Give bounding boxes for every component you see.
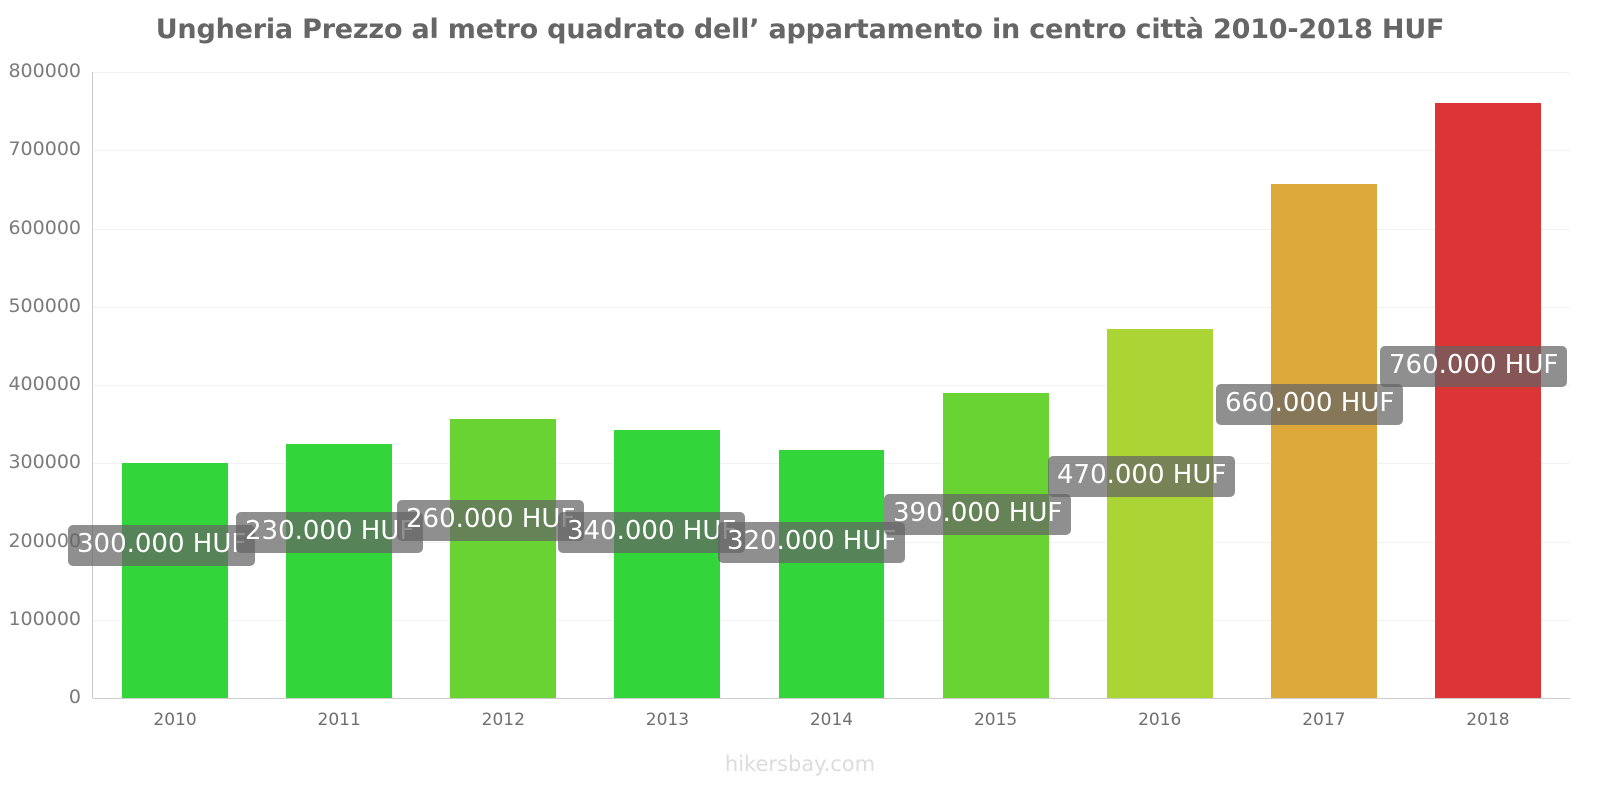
bar-2014[interactable] bbox=[778, 449, 885, 698]
x-axis-tick-label: 2012 bbox=[481, 710, 525, 730]
y-axis-tick-label: 600000 bbox=[8, 216, 81, 239]
data-label-2010: 300.000 HUF bbox=[68, 525, 256, 567]
gridline bbox=[93, 150, 1570, 151]
y-axis-tick-label: 200000 bbox=[8, 529, 81, 552]
plot-area bbox=[93, 72, 1570, 698]
y-axis-tick-label: 500000 bbox=[8, 294, 81, 317]
bar-2015[interactable] bbox=[942, 392, 1049, 698]
data-label-2015: 390.000 HUF bbox=[884, 494, 1072, 536]
y-axis-tick-label: 800000 bbox=[8, 60, 81, 82]
bar-2010[interactable] bbox=[122, 463, 228, 698]
bar-2018[interactable] bbox=[1435, 103, 1541, 698]
data-label-2014: 320.000 HUF bbox=[718, 522, 906, 564]
y-axis-tick-label: 0 bbox=[68, 686, 81, 708]
bar-2016[interactable] bbox=[1106, 328, 1213, 698]
x-axis-tick-label: 2010 bbox=[153, 710, 197, 730]
bar-2011[interactable] bbox=[286, 443, 393, 698]
bar-2013[interactable] bbox=[614, 430, 721, 698]
y-axis-tick-label: 400000 bbox=[8, 373, 81, 395]
x-axis-tick-label: 2011 bbox=[317, 710, 361, 730]
gridline bbox=[93, 72, 1570, 73]
gridline bbox=[93, 229, 1570, 230]
x-axis-tick-label: 2018 bbox=[1466, 710, 1510, 730]
data-label-2011: 230.000 HUF bbox=[236, 512, 424, 554]
gridline bbox=[93, 385, 1570, 386]
x-axis-tick-label: 2014 bbox=[809, 710, 854, 730]
x-axis-line bbox=[93, 698, 1570, 699]
x-axis-tick-label: 2016 bbox=[1138, 710, 1182, 730]
y-axis-tick-label: 700000 bbox=[8, 138, 81, 161]
page-title: Ungheria Prezzo al metro quadrato dell’ … bbox=[155, 14, 1445, 45]
data-label-2017: 660.000 HUF bbox=[1216, 384, 1404, 426]
y-axis-line bbox=[92, 72, 93, 698]
x-axis-tick-label: 2017 bbox=[1302, 710, 1346, 730]
data-label-2012: 260.000 HUF bbox=[397, 500, 585, 542]
data-label-2018: 760.000 HUF bbox=[1380, 346, 1568, 388]
y-axis-tick-label: 100000 bbox=[8, 607, 81, 630]
y-axis-tick-label: 300000 bbox=[8, 451, 81, 474]
x-axis-tick-label: 2013 bbox=[645, 710, 690, 730]
credit-watermark: hikersbay.com bbox=[724, 752, 876, 776]
gridline bbox=[93, 307, 1570, 308]
bar-2012[interactable] bbox=[450, 418, 557, 698]
data-label-2013: 340.000 HUF bbox=[558, 512, 746, 554]
data-label-2016: 470.000 HUF bbox=[1048, 456, 1236, 498]
x-axis-tick-label: 2015 bbox=[973, 710, 1018, 730]
bar-2017[interactable] bbox=[1270, 183, 1377, 698]
